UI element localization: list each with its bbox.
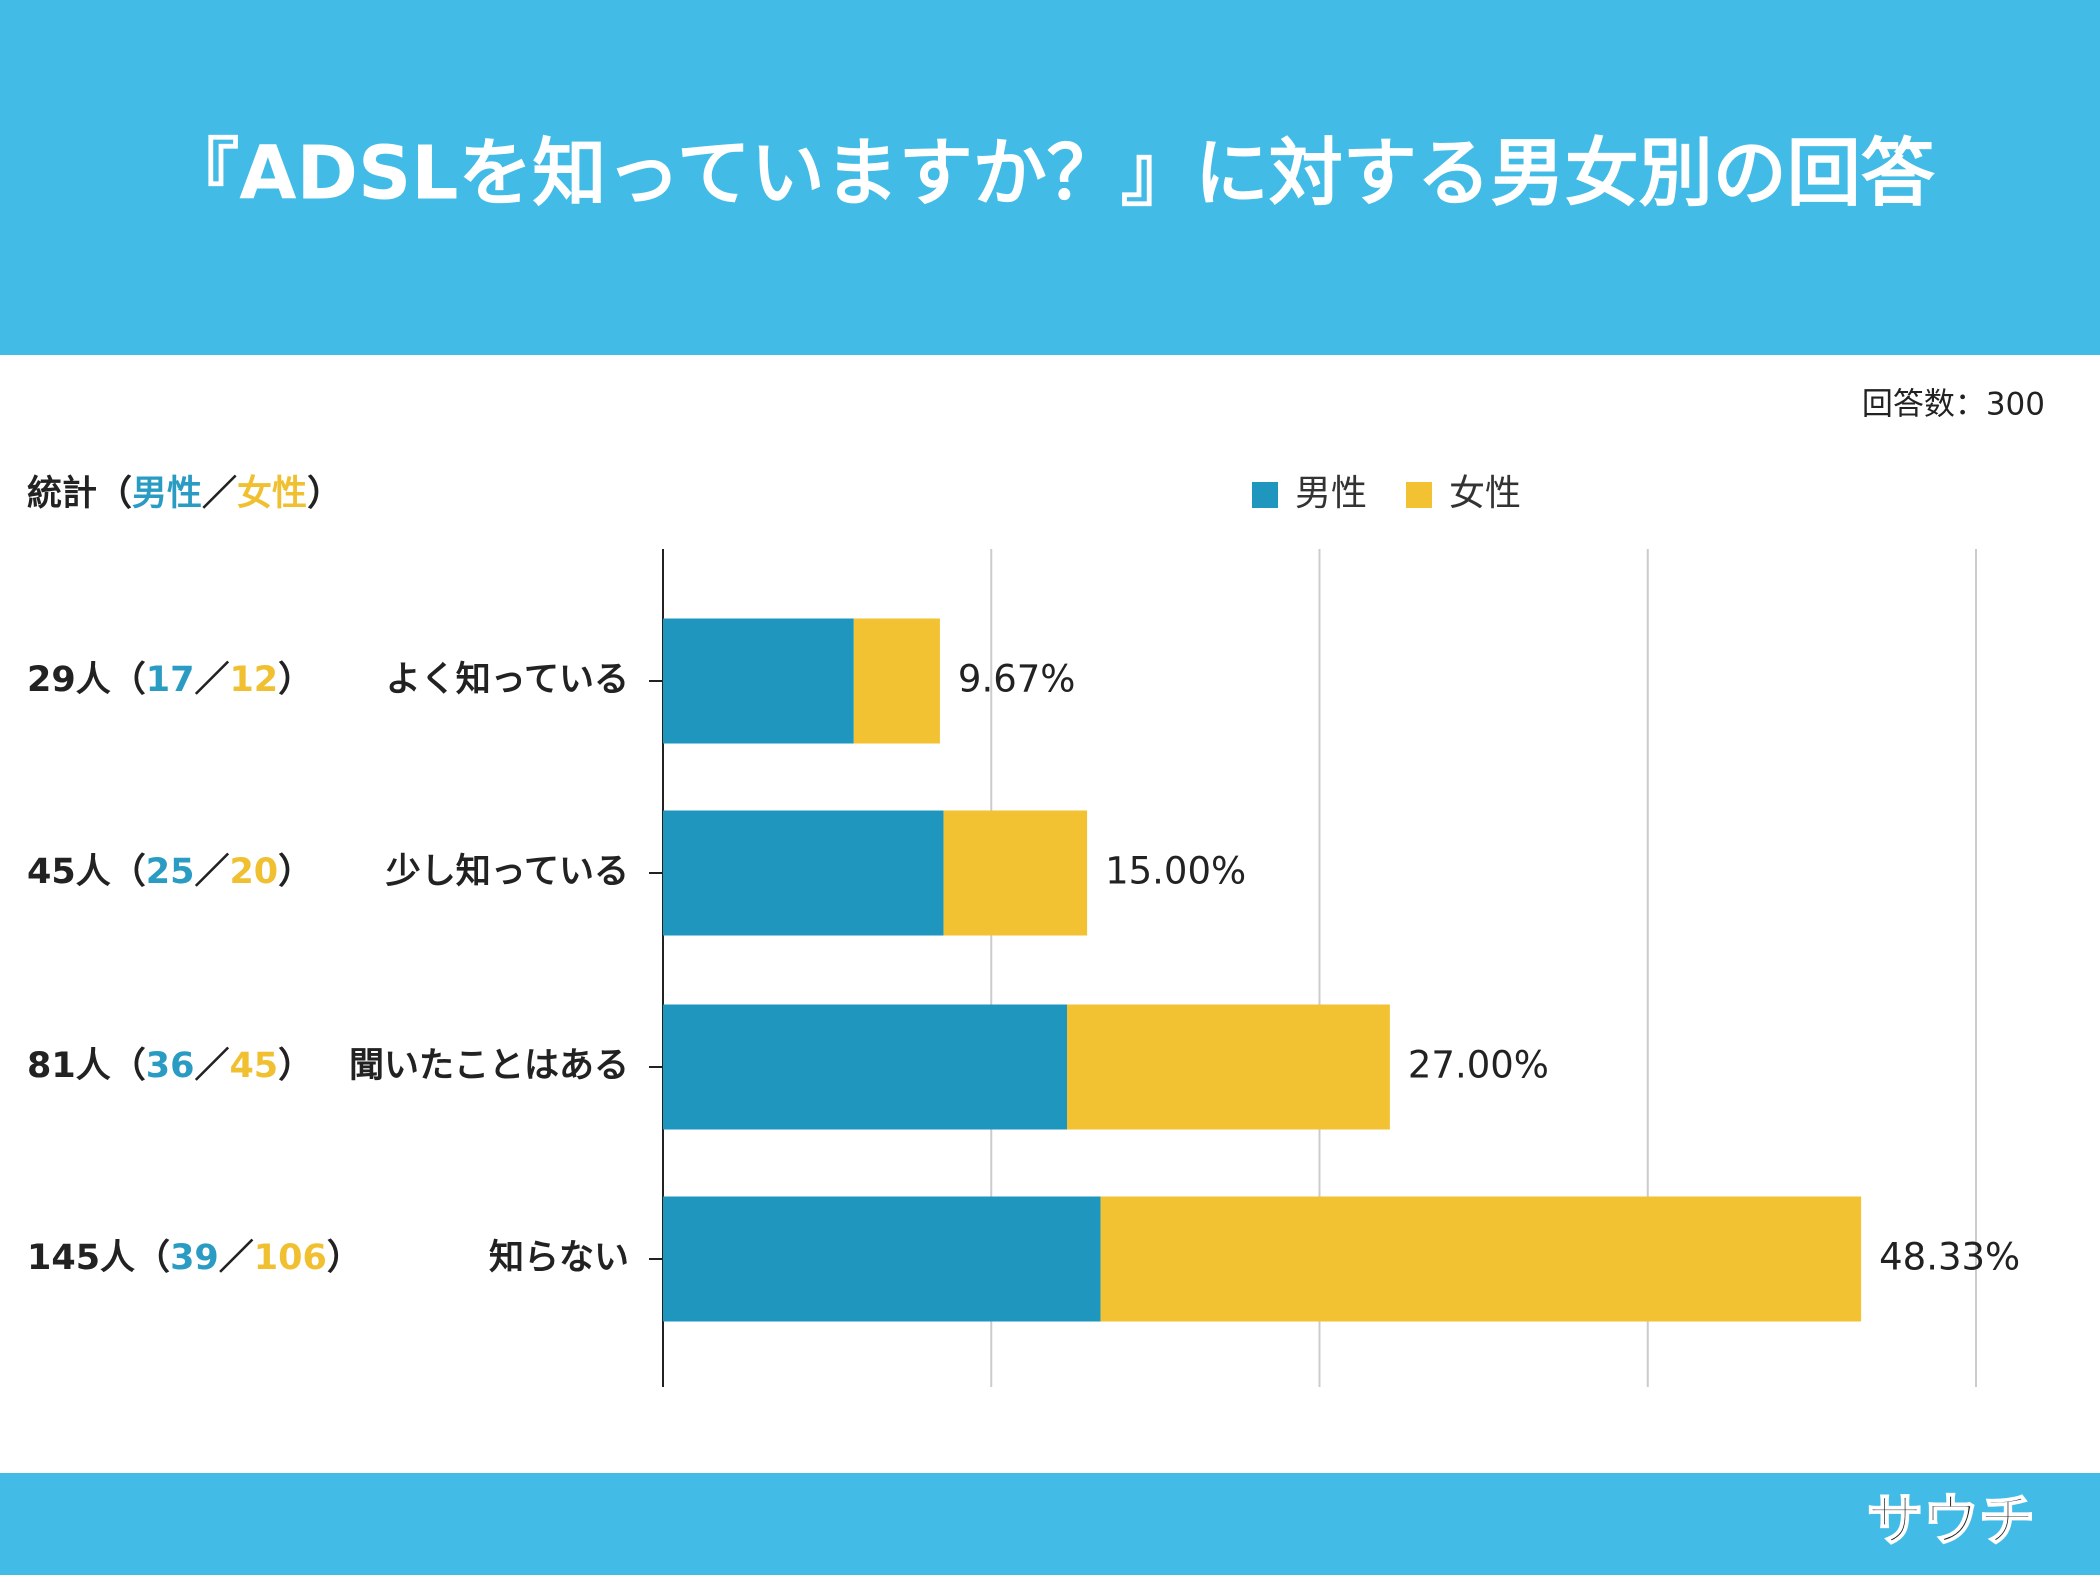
bar-label: 15.00%	[1105, 850, 1246, 893]
bar-segment	[663, 1004, 1068, 1130]
bar-label: 48.33%	[1879, 1236, 2020, 1279]
y-tick-label: 少し知っている	[386, 852, 629, 892]
stats-part: 45人（	[27, 852, 146, 892]
stats-part: 145人（	[27, 1238, 170, 1278]
bar-label: 9.67%	[958, 658, 1076, 701]
stats-part: ）	[278, 852, 313, 892]
stats-part: 29人（	[27, 660, 146, 700]
y-tick-label: よく知っている	[386, 660, 629, 700]
bar-segment	[1100, 1196, 1862, 1322]
legend-swatch	[1406, 482, 1432, 508]
response-count: 回答数：300	[1862, 387, 2045, 423]
y-tick-label: 知らない	[489, 1238, 629, 1278]
stats-part: 女性	[237, 473, 307, 514]
legend-label: 女性	[1449, 473, 1521, 514]
bar-segment	[943, 810, 1088, 936]
stats-part: 81人（	[27, 1046, 146, 1086]
stats-line: 45人（25／20）	[27, 852, 313, 892]
bar-segment	[1067, 1004, 1390, 1130]
stats-part: 25	[146, 852, 195, 892]
bar-segment	[853, 618, 940, 744]
stats-part: 17	[146, 660, 195, 700]
legend-label: 男性	[1295, 473, 1367, 514]
stats-part: 45	[229, 1046, 278, 1086]
bar-segment	[663, 618, 854, 744]
stats-part: ／	[194, 1046, 229, 1086]
stats-part: 106	[254, 1238, 327, 1278]
logo: サウチ	[1867, 1489, 2035, 1554]
bar-segment	[663, 1196, 1101, 1322]
stats-part: ）	[307, 474, 342, 514]
stats-part: ）	[278, 660, 313, 700]
stats-part: 統計（	[27, 474, 132, 514]
bar-segment	[663, 810, 944, 936]
header-band	[0, 0, 2100, 355]
stats-part: ／	[194, 660, 229, 700]
stats-part: ）	[327, 1238, 362, 1278]
stats-part: 12	[229, 660, 278, 700]
stats-part: 36	[146, 1046, 195, 1086]
chart-title: 『ADSLを知っていますか？』に対する男女別の回答	[165, 131, 1935, 217]
y-tick-label: 聞いたことはある	[349, 1046, 629, 1086]
bar-label: 27.00%	[1408, 1044, 1549, 1087]
stats-part: ／	[219, 1238, 254, 1278]
stats-line: 145人（39／106）	[27, 1238, 362, 1278]
stats-part: ／	[202, 474, 237, 514]
stats-part: 男性	[132, 474, 202, 514]
legend-swatch	[1252, 482, 1278, 508]
stats-line: 29人（17／12）	[27, 660, 313, 700]
stats-part: 39	[170, 1238, 219, 1278]
footer-band	[0, 1473, 2100, 1575]
stats-line: 81人（36／45）	[27, 1046, 313, 1086]
stats-part: ／	[194, 852, 229, 892]
stats-line: 統計（男性／女性）	[27, 473, 342, 514]
stats-part: 20	[229, 852, 278, 892]
stats-part: ）	[278, 1046, 313, 1086]
